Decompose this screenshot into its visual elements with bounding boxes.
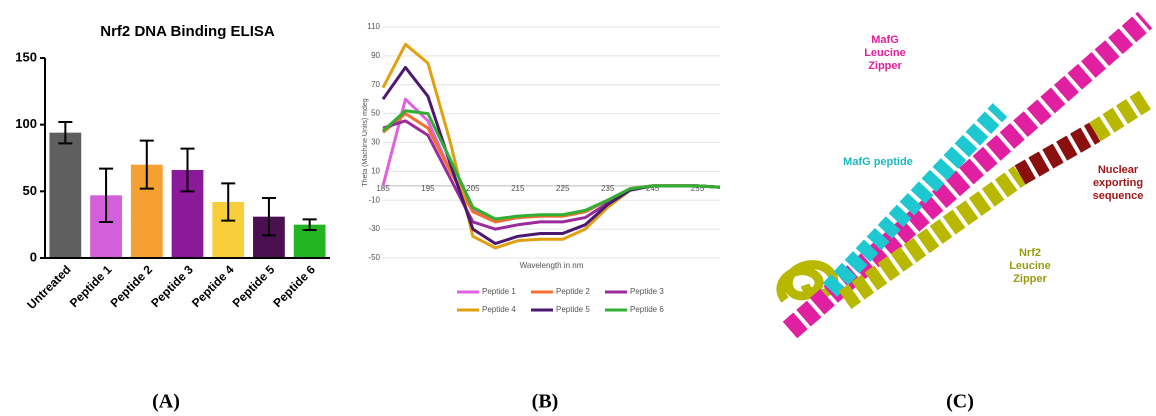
y-tick-label: 50 <box>23 183 37 198</box>
x-tick-label: Peptide 2 <box>108 262 156 310</box>
illustration-label: Zipper <box>868 60 902 72</box>
illustration-label: MafG <box>871 34 899 46</box>
x-tick-label: 245 <box>646 184 660 193</box>
y-axis-title: Theta (Machine Units) mdeg <box>362 98 369 186</box>
helix-nrf2 <box>838 166 1027 309</box>
legend-label: Peptide 4 <box>482 305 516 314</box>
panel-label: (A) <box>152 391 180 413</box>
y-tick-label: 110 <box>367 22 380 31</box>
x-tick-label: Peptide 5 <box>230 262 278 310</box>
legend-label: Peptide 1 <box>482 287 516 296</box>
chart-title: Nrf2 DNA Binding ELISA <box>100 23 275 40</box>
y-tick-label: 50 <box>371 109 380 118</box>
error-bar <box>180 147 195 193</box>
error-bar <box>302 218 317 231</box>
legend-label: Peptide 3 <box>630 287 664 296</box>
illustration <box>776 11 1153 339</box>
legend-label: Peptide 5 <box>556 305 590 314</box>
panel-label: (B) <box>532 391 559 413</box>
x-axis-title: Wavelength in nm <box>520 261 584 270</box>
error-bar <box>58 121 73 145</box>
y-tick-label: 0 <box>30 249 37 264</box>
x-tick-label: 215 <box>511 184 525 193</box>
x-tick-label: 185 <box>376 184 390 193</box>
error-bar <box>261 197 276 237</box>
illustration-label: Nuclear <box>1098 164 1139 176</box>
bar <box>49 132 82 258</box>
y-tick-label: -10 <box>368 195 380 204</box>
y-tick-label: 100 <box>15 116 37 131</box>
panel-label: (C) <box>946 391 974 413</box>
illustration-label: Leucine <box>864 47 906 59</box>
helix-nes <box>1014 122 1101 185</box>
x-tick-label: 205 <box>466 184 480 193</box>
helix-mafg <box>782 11 1153 339</box>
y-tick-label: 90 <box>371 51 380 60</box>
x-tick-label: Untreated <box>24 262 74 312</box>
x-tick-label: 195 <box>421 184 435 193</box>
x-tick-label: Peptide 3 <box>148 262 196 310</box>
x-tick-label: Peptide 4 <box>189 262 237 310</box>
y-tick-label: -30 <box>368 224 380 233</box>
x-tick-label: 255 <box>691 184 705 193</box>
illustration-label: Zipper <box>1013 273 1047 285</box>
error-bar <box>139 139 154 190</box>
legend-label: Peptide 6 <box>630 305 664 314</box>
y-tick-label: 70 <box>371 80 380 89</box>
error-bar <box>99 167 114 223</box>
illustration-label: exporting <box>1093 177 1143 189</box>
y-tick-label: -50 <box>368 253 380 262</box>
x-tick-label: 235 <box>601 184 615 193</box>
x-tick-label: 225 <box>556 184 570 193</box>
x-tick-label: Peptide 6 <box>270 262 318 310</box>
y-tick-label: 150 <box>15 49 37 64</box>
helix-peptide <box>822 103 1008 297</box>
series-line <box>381 109 721 221</box>
helix-nrf2-end <box>1089 90 1151 142</box>
y-tick-label: 10 <box>371 166 380 175</box>
error-bar <box>221 182 236 222</box>
legend-label: Peptide 2 <box>556 287 590 296</box>
x-tick-label: Peptide 1 <box>67 262 115 310</box>
illustration-label: sequence <box>1093 190 1144 202</box>
y-tick-label: 30 <box>371 138 380 147</box>
illustration-label: MafG peptide <box>843 156 913 168</box>
illustration-label: Leucine <box>1009 260 1051 272</box>
illustration-label: Nrf2 <box>1019 247 1041 259</box>
